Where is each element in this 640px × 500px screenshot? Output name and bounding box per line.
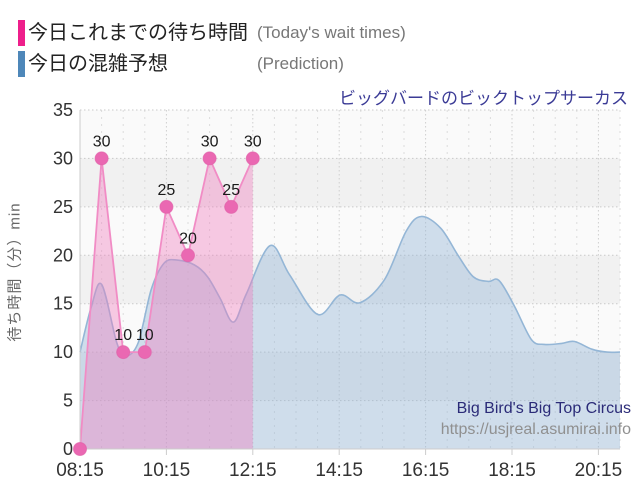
x-tick-label: 16:15 xyxy=(402,460,450,481)
y-axis-title: 待ち時間（分）min xyxy=(6,202,24,342)
grid-stripe xyxy=(80,158,620,207)
data-point-label: 10 xyxy=(114,327,132,344)
data-point-marker[interactable] xyxy=(181,248,195,263)
data-point-label: 30 xyxy=(244,133,262,150)
grid-stripe xyxy=(80,110,620,159)
y-tick-label: 20 xyxy=(53,245,73,265)
y-tick-label: 25 xyxy=(53,197,73,217)
data-point-marker[interactable] xyxy=(94,151,109,166)
y-tick-label: 5 xyxy=(63,391,73,411)
data-point-label: 25 xyxy=(222,182,240,199)
data-point-marker[interactable] xyxy=(73,442,87,456)
grid-stripe xyxy=(80,352,620,401)
x-tick-label: 10:15 xyxy=(143,460,191,481)
data-point-label: 30 xyxy=(201,133,219,150)
x-tick-label: 18:15 xyxy=(488,460,536,481)
y-tick-label: 15 xyxy=(53,294,73,314)
legend-label-prediction-en: (Prediction) xyxy=(257,54,344,73)
chart-title: ビッグバードのビックトップサーカス xyxy=(339,89,628,108)
grid-stripe xyxy=(80,303,620,353)
attribution-name: Big Bird's Big Top Circus xyxy=(456,400,631,417)
data-point-label: 20 xyxy=(179,230,197,247)
legend-swatch-prediction xyxy=(18,51,25,77)
legend-label-prediction-jp: 今日の混雑予想 xyxy=(28,53,168,75)
data-point-marker[interactable] xyxy=(224,199,239,214)
attribution-url-link[interactable]: https://usjreal.asumirai.info xyxy=(440,421,631,438)
x-tick-label: 08:15 xyxy=(56,460,104,481)
data-point-marker[interactable] xyxy=(202,151,217,166)
y-tick-label: 30 xyxy=(53,148,73,168)
x-tick-label: 14:15 xyxy=(315,460,363,481)
data-point-label: 25 xyxy=(158,182,176,199)
grid-stripe xyxy=(80,255,620,304)
y-tick-label: 0 xyxy=(63,439,73,459)
prediction-area xyxy=(80,216,620,449)
y-tick-label: 35 xyxy=(53,100,73,120)
data-point-marker[interactable] xyxy=(245,151,260,166)
prediction-line xyxy=(79,215,621,357)
data-point-label: 10 xyxy=(136,327,154,344)
grid-stripe xyxy=(80,400,620,449)
x-tick-label: 20:15 xyxy=(575,460,623,481)
actual-area xyxy=(80,158,253,449)
data-point-label: 30 xyxy=(93,133,111,150)
legend-label-today-jp: 今日これまでの待ち時間 xyxy=(28,22,248,44)
data-point-marker[interactable] xyxy=(159,199,174,214)
y-tick-label: 10 xyxy=(53,342,73,362)
legend-swatch-today xyxy=(18,20,25,46)
data-point-marker[interactable] xyxy=(116,345,131,360)
data-point-marker[interactable] xyxy=(137,345,152,360)
x-tick-label: 12:15 xyxy=(229,460,277,481)
legend-label-today-en: (Today's wait times) xyxy=(257,23,406,42)
